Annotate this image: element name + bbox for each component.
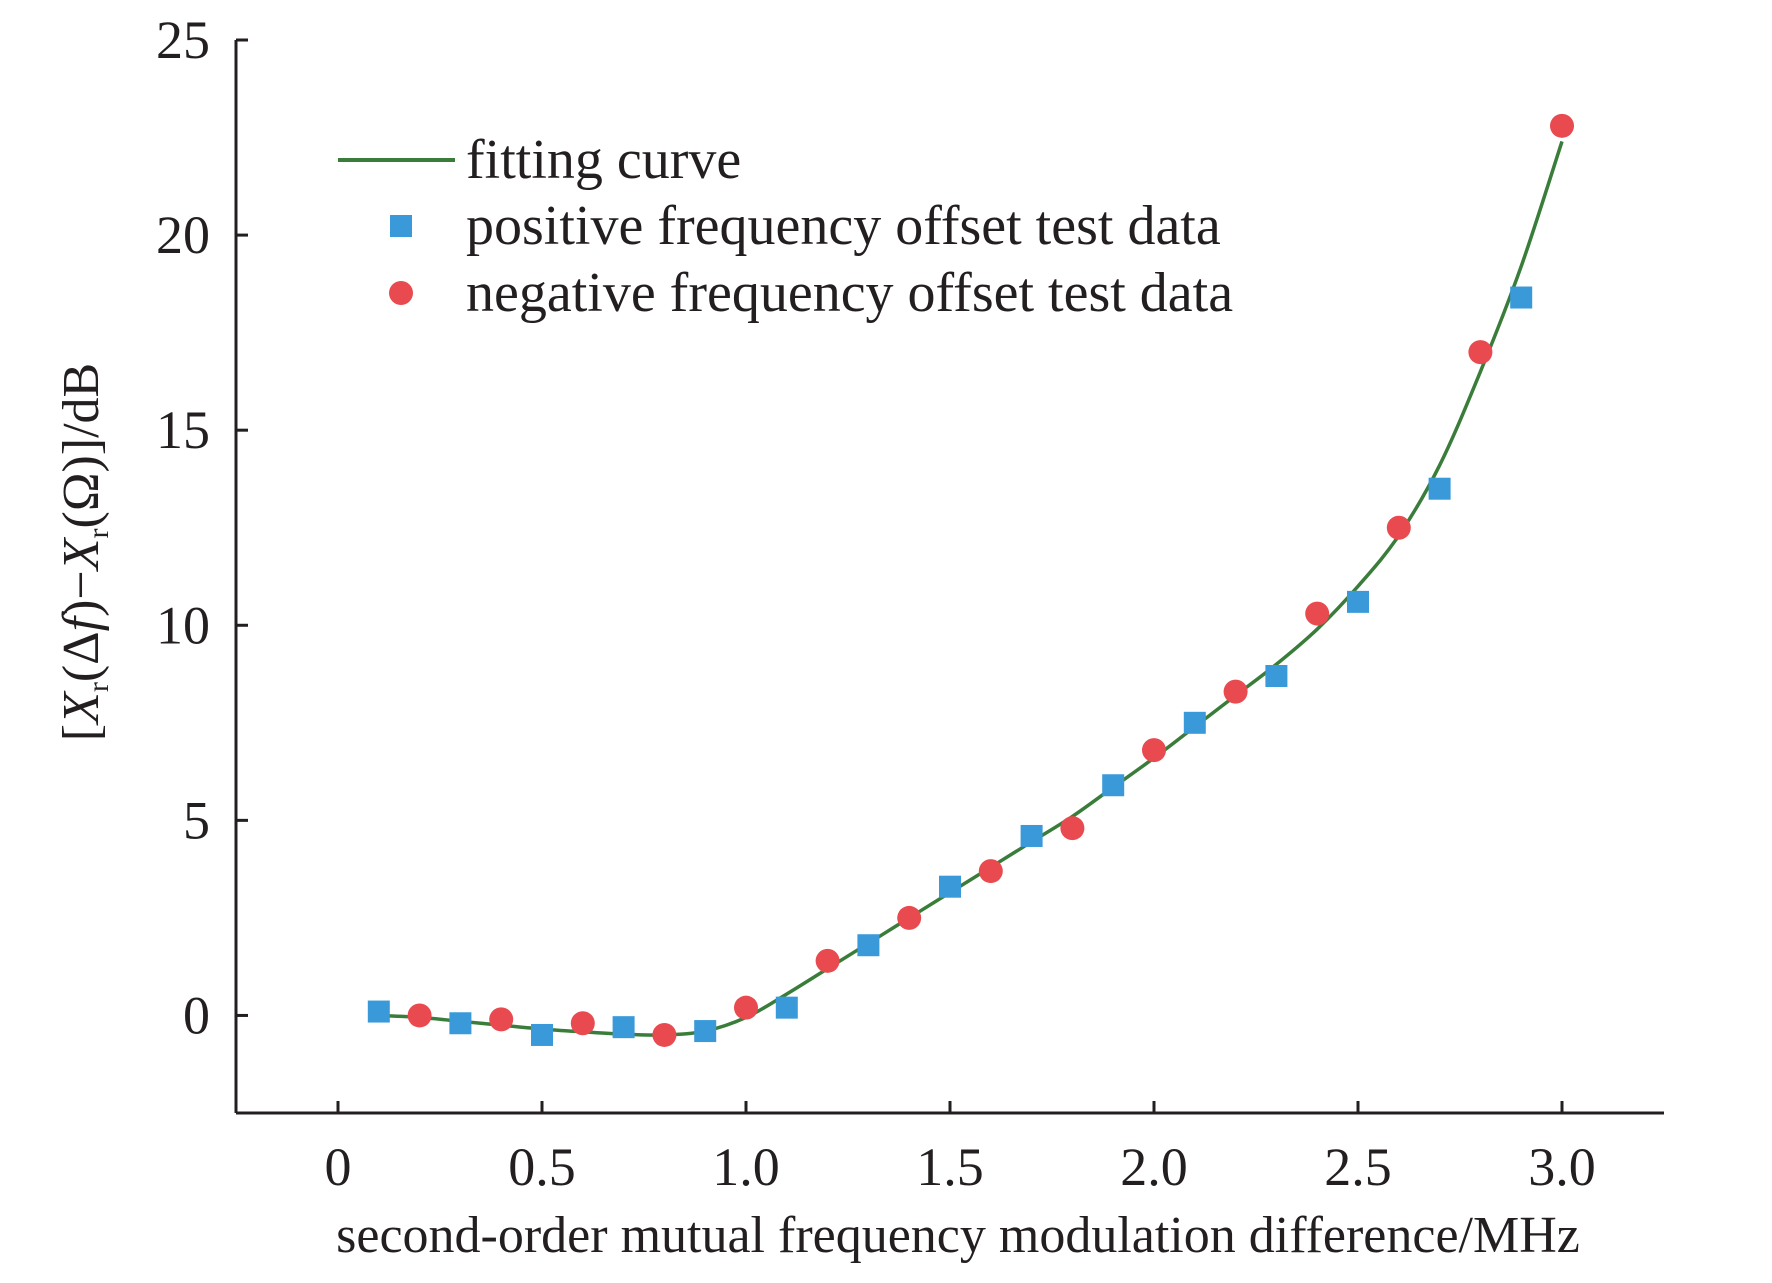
y-tick-label: 20 [156, 205, 210, 265]
y-tick-label: 15 [156, 400, 210, 460]
y-tick-label: 25 [156, 10, 210, 70]
positive-data-point [694, 1020, 717, 1043]
positive-data-point [449, 1012, 472, 1035]
y-tick-label: 0 [183, 985, 210, 1045]
negative-data-point [407, 1003, 432, 1028]
negative-data-point [1468, 340, 1493, 365]
positive-data-point [775, 996, 798, 1019]
positive-data-point [939, 875, 961, 898]
positive-data-point [1020, 824, 1043, 847]
positive-data-point [1265, 664, 1288, 687]
legend-square-swatch [390, 215, 412, 237]
negative-data-point [1223, 679, 1248, 704]
negative-data-point [978, 859, 1003, 884]
legend-label-negative: negative frequency offset test data [466, 262, 1233, 324]
x-tick-label: 1.0 [712, 1137, 780, 1197]
legend-label-fitting-curve: fitting curve [466, 129, 741, 191]
y-ticks: 0 5 10 15 20 25 [156, 10, 248, 1045]
negative-data-point [652, 1022, 677, 1047]
positive-data-point [1428, 477, 1451, 500]
points-layer [367, 113, 1574, 1047]
negative-data-point [1305, 601, 1330, 626]
negative-data-point [1386, 515, 1411, 540]
x-tick-label: 0 [325, 1137, 352, 1197]
positive-data-point [531, 1023, 553, 1046]
positive-data-point [1102, 774, 1125, 797]
positive-data-point [857, 934, 880, 957]
y-axis-label: [Xr(Δf)−Xr(Ω)]/dB [53, 363, 115, 741]
y-tick-label: 5 [183, 790, 210, 850]
x-ticks: 0 0.5 1.0 1.5 2.0 2.5 3.0 [325, 1101, 1596, 1197]
x-tick-label: 0.5 [508, 1137, 576, 1197]
negative-data-point [570, 1011, 595, 1036]
negative-data-point [897, 905, 922, 930]
negative-data-point [1060, 816, 1085, 841]
positive-data-point [1510, 286, 1533, 309]
negative-data-point [489, 1007, 514, 1032]
legend-label-positive: positive frequency offset test data [466, 195, 1221, 257]
legend: fitting curve positive frequency offset … [338, 129, 1233, 324]
positive-data-point [1347, 590, 1369, 613]
negative-data-point [1550, 113, 1574, 138]
x-tick-label: 3.0 [1528, 1137, 1596, 1197]
negative-data-point [1142, 738, 1166, 763]
y-tick-label: 10 [156, 595, 210, 655]
negative-data-point [734, 995, 758, 1020]
positive-data-point [1183, 711, 1206, 734]
x-tick-label: 2.0 [1120, 1137, 1188, 1197]
positive-data-point [612, 1016, 635, 1039]
legend-circle-swatch [389, 281, 413, 305]
x-tick-label: 1.5 [916, 1137, 984, 1197]
positive-data-point [367, 1000, 390, 1023]
x-tick-label: 2.5 [1324, 1137, 1392, 1197]
x-axis-label: second-order mutual frequency modulation… [336, 1207, 1580, 1264]
negative-data-point [815, 948, 840, 973]
